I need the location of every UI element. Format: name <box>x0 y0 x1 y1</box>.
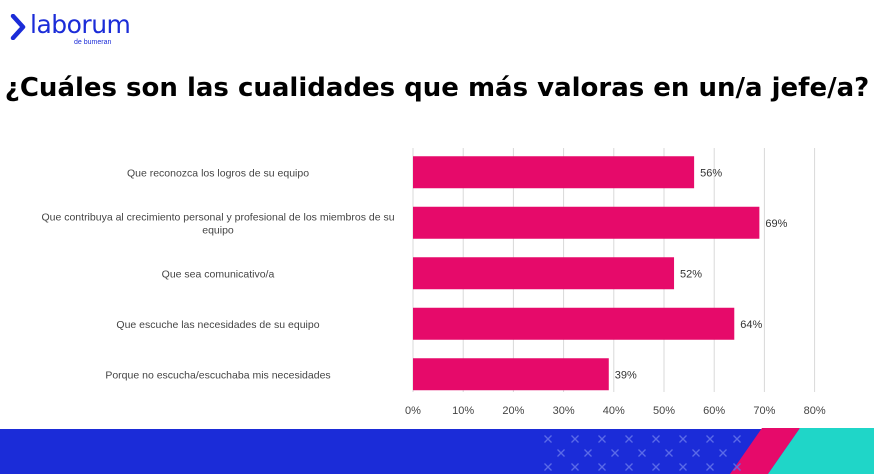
x-mark <box>706 435 714 443</box>
bar <box>413 257 675 290</box>
data-label: 56% <box>700 167 722 179</box>
category-label: Porque no escucha/escuchaba mis necesida… <box>105 369 330 381</box>
brand-subtitle: de bumeran <box>74 39 112 46</box>
x-tick-label: 60% <box>703 405 725 417</box>
data-label: 69% <box>765 218 787 230</box>
x-tick-label: 80% <box>804 405 826 417</box>
chevron-logo-icon <box>10 14 26 40</box>
x-mark <box>611 449 619 457</box>
category-label: Que escuche las necesidades de su equipo <box>116 319 319 331</box>
x-mark <box>652 435 660 443</box>
brand-name: laborum <box>30 10 131 39</box>
brand-logo: laborum de bumeran <box>10 10 131 52</box>
x-mark <box>733 435 741 443</box>
x-mark <box>625 463 633 471</box>
x-mark <box>544 435 552 443</box>
category-label: Que reconozca los logros de su equipo <box>127 167 309 179</box>
bar <box>413 307 735 340</box>
x-mark <box>598 463 606 471</box>
x-mark <box>706 463 714 471</box>
footer-banner <box>0 428 874 474</box>
x-mark <box>557 449 565 457</box>
x-mark <box>544 463 552 471</box>
bar-chart: Que reconozca los logros de su equipo Que… <box>41 148 826 417</box>
decorative-x-pattern <box>544 435 741 471</box>
x-mark <box>719 449 727 457</box>
bar <box>413 156 695 189</box>
bar <box>413 206 760 239</box>
x-tick-label: 10% <box>452 405 474 417</box>
data-label: 39% <box>615 369 637 381</box>
chart-bars <box>413 156 760 391</box>
x-tick-label: 0% <box>405 405 421 417</box>
x-mark <box>625 435 633 443</box>
bar <box>413 358 609 391</box>
x-mark <box>679 463 687 471</box>
x-mark <box>652 463 660 471</box>
data-labels: 56% 69% 52% 64% 39% <box>615 167 788 381</box>
x-mark <box>733 463 741 471</box>
x-tick-label: 50% <box>653 405 675 417</box>
page-title: ¿Cuáles son las cualidades que más valor… <box>4 73 870 103</box>
category-labels: Que reconozca los logros de su equipo Que… <box>41 167 394 381</box>
x-mark <box>598 435 606 443</box>
data-label: 52% <box>680 268 702 280</box>
x-tick-label: 70% <box>753 405 775 417</box>
x-mark <box>571 435 579 443</box>
x-tick-label: 40% <box>603 405 625 417</box>
x-mark <box>571 463 579 471</box>
x-axis-ticks: 0% 10% 20% 30% 40% 50% 60% 70% 80% <box>405 405 826 417</box>
x-mark <box>679 435 687 443</box>
category-label: Que contribuya al crecimiento personal y… <box>41 211 394 236</box>
category-label: Que sea comunicativo/a <box>162 268 275 280</box>
x-tick-label: 30% <box>553 405 575 417</box>
data-label: 64% <box>740 319 762 331</box>
x-tick-label: 20% <box>502 405 524 417</box>
x-mark <box>638 449 646 457</box>
x-mark <box>584 449 592 457</box>
x-mark <box>665 449 673 457</box>
x-mark <box>692 449 700 457</box>
